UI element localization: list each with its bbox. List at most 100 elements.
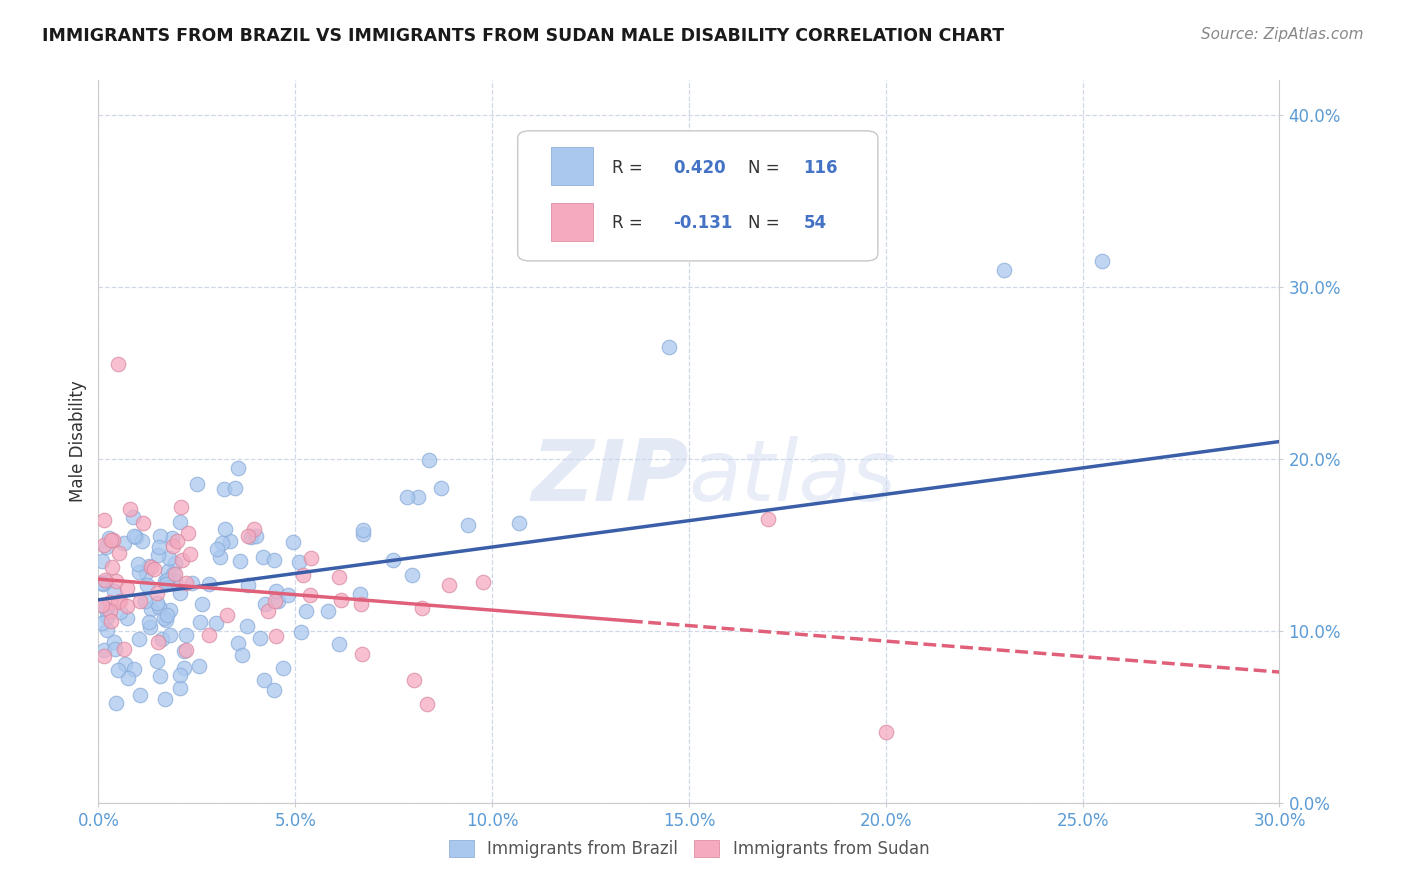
Point: [107, 663, 129, 677]
Point: [253, 673, 276, 687]
Point: [212, 482, 235, 496]
Point: [115, 599, 138, 613]
Point: [236, 529, 259, 543]
FancyBboxPatch shape: [551, 147, 593, 185]
Point: [172, 553, 194, 567]
Point: [138, 558, 160, 573]
Point: [142, 562, 165, 576]
Point: [112, 642, 135, 657]
Point: [122, 662, 145, 676]
Point: [150, 632, 173, 646]
Point: [148, 600, 170, 615]
Point: [242, 522, 264, 536]
Point: [401, 568, 423, 582]
Point: [100, 560, 122, 574]
Point: [299, 550, 322, 565]
Point: [103, 533, 125, 547]
Point: [156, 608, 179, 623]
Point: [169, 667, 191, 681]
Text: R =: R =: [612, 160, 648, 178]
FancyBboxPatch shape: [551, 203, 593, 241]
Point: [214, 522, 236, 536]
Point: [141, 601, 163, 615]
Point: [96, 610, 118, 624]
Point: [264, 629, 287, 643]
Point: [224, 481, 246, 495]
Point: [418, 453, 440, 467]
Point: [162, 567, 184, 582]
Text: 0.420: 0.420: [673, 160, 727, 178]
Point: [328, 637, 350, 651]
Point: [218, 533, 240, 548]
Point: [471, 575, 494, 590]
Point: [110, 605, 132, 619]
Point: [163, 574, 186, 589]
Point: [103, 635, 125, 649]
Point: [404, 673, 426, 687]
Point: [288, 555, 311, 569]
Point: [205, 616, 228, 631]
Point: [176, 525, 198, 540]
Point: [91, 554, 114, 568]
Point: [125, 530, 148, 544]
Text: N =: N =: [748, 214, 785, 232]
Point: [395, 490, 418, 504]
Point: [129, 593, 152, 607]
Point: [198, 628, 221, 642]
Point: [132, 516, 155, 530]
Point: [263, 593, 285, 607]
Point: [330, 592, 353, 607]
Point: [146, 654, 169, 668]
Point: [100, 614, 122, 628]
Text: -0.131: -0.131: [673, 214, 733, 232]
Point: [129, 688, 152, 702]
Point: [457, 518, 479, 533]
Point: [104, 696, 127, 710]
Point: [231, 648, 253, 662]
Point: [252, 549, 274, 564]
Point: [145, 586, 167, 600]
Point: [267, 594, 290, 608]
Point: [149, 669, 172, 683]
Point: [149, 529, 172, 543]
Point: [257, 604, 280, 618]
Point: [352, 523, 374, 537]
Point: [163, 567, 186, 582]
Point: [173, 661, 195, 675]
Point: [153, 610, 176, 624]
Point: [236, 578, 259, 592]
Point: [198, 577, 221, 591]
Point: [93, 601, 115, 615]
Text: 54: 54: [803, 214, 827, 232]
Point: [188, 659, 211, 673]
Point: [226, 461, 249, 475]
Point: [139, 620, 162, 634]
Point: [91, 577, 114, 591]
Point: [98, 531, 121, 545]
Point: [122, 528, 145, 542]
Point: [281, 534, 304, 549]
Point: [228, 636, 250, 650]
Point: [411, 600, 433, 615]
Point: [94, 573, 117, 587]
Point: [165, 556, 187, 570]
Text: R =: R =: [612, 214, 648, 232]
Point: [96, 623, 118, 637]
Point: [155, 577, 177, 591]
Point: [93, 648, 115, 663]
Point: [271, 661, 294, 675]
Point: [156, 573, 179, 587]
Point: [352, 527, 374, 541]
Point: [115, 581, 138, 595]
Point: [406, 490, 429, 504]
Point: [316, 604, 339, 618]
Point: [93, 513, 115, 527]
Point: [263, 682, 285, 697]
Point: [131, 534, 153, 549]
Point: [155, 613, 177, 627]
Point: [181, 575, 204, 590]
Point: [190, 597, 212, 611]
Point: [93, 538, 115, 552]
Point: [108, 546, 131, 560]
Point: [169, 681, 191, 695]
